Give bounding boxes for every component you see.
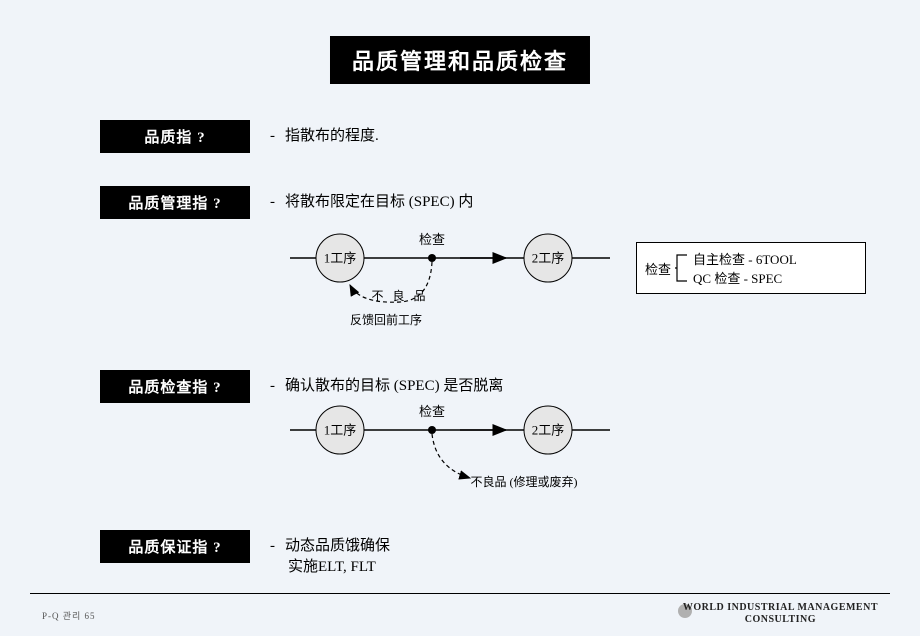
- flow2-check-label: 检查: [419, 404, 445, 419]
- flow1-node1: [316, 234, 364, 282]
- info-line-1: 自主检查 - 6TOOL: [693, 249, 797, 268]
- section-desc-3: -确认散布的目标 (SPEC) 是否脱离: [270, 374, 503, 395]
- flow1-node2-label: 2工序: [532, 251, 565, 266]
- inspection-info-box: 检查 自主检查 - 6TOOL QC 检查 - SPEC: [636, 242, 866, 294]
- flow2-node2: [524, 406, 572, 454]
- section-desc-4: -动态品质饿确保 实施ELT, FLT: [270, 534, 390, 576]
- flow1-feedback-text2: 反馈回前工序: [350, 312, 422, 327]
- flow1-node1-label: 1工序: [324, 251, 357, 266]
- flow1-check-label: 检查: [419, 232, 445, 247]
- flow2-node1: [316, 406, 364, 454]
- section-desc-1: -指散布的程度.: [270, 124, 379, 145]
- section-label-2: 品质管理指 ?: [100, 186, 250, 219]
- flow1-node2: [524, 234, 572, 282]
- section-label-4: 品质保证指 ?: [100, 530, 250, 563]
- flow2-reject-text: 不良品 (修理或废弃): [471, 474, 578, 489]
- flow1-feedback-text1: 不 良 品: [371, 288, 428, 303]
- flow1-check-dot: [428, 254, 436, 262]
- footer-page-ref: P-Q 관리 65: [42, 609, 96, 622]
- flow2-node2-label: 2工序: [532, 423, 565, 438]
- flow2-reject-curve: [432, 434, 470, 478]
- info-prefix: 检查: [645, 259, 671, 278]
- flow1-feedback-curve: [350, 262, 432, 302]
- flow2-check-dot: [428, 426, 436, 434]
- section-label-3: 品质检查指 ?: [100, 370, 250, 403]
- info-line-2: QC 检查 - SPEC: [693, 268, 797, 287]
- section-label-1: 品质指 ?: [100, 120, 250, 153]
- page-title: 品质管理和品质检查: [330, 36, 590, 84]
- footer-company: WORLD INDUSTRIAL MANAGEMENT CONSULTING: [683, 602, 878, 626]
- footer-divider: [30, 593, 890, 594]
- flow2-node1-label: 1工序: [324, 423, 357, 438]
- section-desc-2: -将散布限定在目标 (SPEC) 内: [270, 190, 473, 211]
